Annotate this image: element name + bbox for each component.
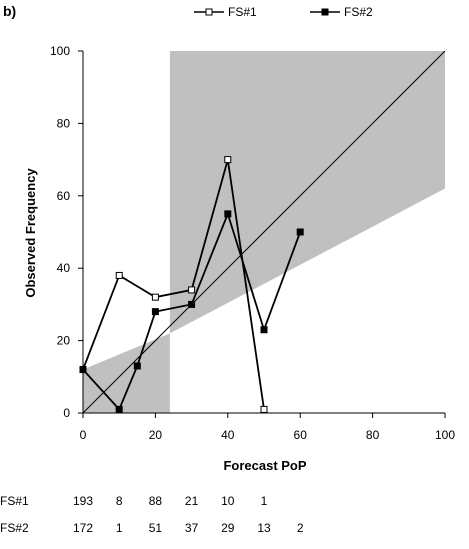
data-point-fs2: [79, 366, 87, 374]
data-point-fs2: [151, 308, 159, 316]
x-tick-label: 40: [221, 428, 235, 442]
count-value: 88: [149, 494, 163, 508]
data-point-fs1: [224, 156, 232, 164]
count-value: 29: [221, 521, 235, 535]
count-value: 193: [73, 494, 93, 508]
shaded-region-lower-left: [83, 333, 170, 413]
data-point-fs1: [188, 286, 196, 294]
data-point-fs2: [115, 405, 123, 413]
counts-table: FS#1 193 8 88 21 10 1FS#2 172 1 51 37 29 13 2: [0, 494, 304, 535]
y-tick-label: 40: [57, 261, 71, 275]
y-axis-title: Observed Frequency: [23, 168, 38, 298]
count-value: 2: [297, 521, 304, 535]
data-point-fs2: [133, 362, 141, 370]
count-value: 13: [257, 521, 271, 535]
perfect-reliability-diagonal: [82, 50, 446, 414]
y-tick-label: 60: [57, 189, 71, 203]
count-row-label: FS#2: [0, 521, 29, 535]
panel-label: b): [3, 3, 16, 19]
y-tick-label: 20: [57, 334, 71, 348]
legend-fs2-label: FS#2: [344, 5, 373, 19]
axes: 0 20 40 60 80 100 0 20 40 60 80 100: [50, 44, 455, 442]
series-line-fs2: [82, 211, 302, 412]
legend-fs2-marker: [321, 8, 329, 16]
count-value: 37: [185, 521, 199, 535]
legend-fs1-marker: [205, 8, 213, 16]
series-layer: [79, 156, 304, 413]
count-value: 51: [149, 521, 163, 535]
count-value: 8: [116, 494, 123, 508]
series-line-fs1: [82, 159, 265, 410]
shaded-region-upper-right: [169, 51, 445, 334]
legend: FS#1 FS#2: [194, 5, 373, 19]
x-tick-label: 20: [149, 428, 163, 442]
x-axis-title: Forecast PoP: [223, 458, 306, 473]
data-point-fs1: [260, 405, 268, 413]
count-value: 21: [185, 494, 199, 508]
data-point-fs2: [188, 300, 196, 308]
data-point-fs1: [151, 293, 159, 301]
plot-background: [82, 50, 446, 414]
y-tick-label: 100: [50, 44, 70, 58]
data-point-fs1: [115, 271, 123, 279]
data-point-fs2: [296, 228, 304, 236]
data-point-fs2: [260, 326, 268, 334]
data-point-fs2: [224, 210, 232, 218]
count-value: 1: [116, 521, 123, 535]
count-row-label: FS#1: [0, 494, 29, 508]
legend-fs1-label: FS#1: [228, 5, 257, 19]
x-tick-label: 0: [80, 428, 87, 442]
y-tick-label: 80: [57, 116, 71, 130]
x-tick-label: 80: [366, 428, 380, 442]
x-tick-label: 100: [435, 428, 455, 442]
count-value: 10: [221, 494, 235, 508]
x-tick-label: 60: [294, 428, 308, 442]
y-tick-label: 0: [63, 406, 70, 420]
count-value: 1: [261, 494, 268, 508]
count-value: 172: [73, 521, 93, 535]
